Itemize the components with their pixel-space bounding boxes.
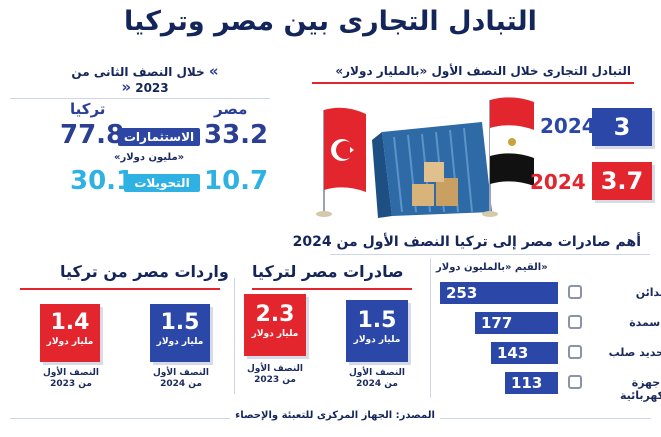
turkey-label: تركيا: [70, 100, 106, 118]
exports-2023-caption: النصف الأول من 2023: [246, 364, 304, 385]
divider: [20, 288, 220, 290]
egypt-label: مصر: [214, 100, 248, 118]
steel-icon: [568, 345, 582, 359]
turkey-investments-value: 77.8: [60, 120, 125, 150]
exports-2024-box: 1.5 مليار دولار: [346, 300, 408, 362]
exports-bar: 177: [475, 312, 558, 334]
imports-2024-unit: مليار دولار: [156, 337, 204, 347]
exports-2024-caption: النصف الأول من 2024: [348, 368, 406, 389]
trade-year-2023: 2024: [530, 170, 586, 194]
turkey-remittances-value: 30.1: [70, 166, 135, 196]
exports-bar-label: لدائن: [635, 286, 661, 299]
egypt-investments-value: 33.2: [204, 120, 269, 150]
exports-2023-box: 2.3 مليار دولار: [244, 294, 306, 356]
plastic-icon: [568, 285, 582, 299]
page-title: التبادل التجارى بين مصر وتركيا: [124, 6, 537, 37]
exports-bars-unit: القيم «بالمليون دولار»: [436, 262, 548, 273]
unit-label: «مليون دولار»: [114, 152, 185, 163]
divider: [430, 258, 431, 398]
exports-bar-chart: 253 لدائن 177 أسمدة 143 حديد صلب 113 أجهزة كهرب…: [0, 280, 661, 402]
exports-2024-unit: مليار دولار: [353, 335, 401, 345]
exports-bars-heading: أهم صادرات مصر إلى تركيا النصف الأول من …: [292, 234, 641, 250]
imports-2024-caption: النصف الأول من 2024: [152, 368, 210, 389]
remittances-pill: التحويلات: [124, 174, 200, 192]
egypt-flag-icon: [482, 97, 534, 217]
exports-2024-value: 1.5: [357, 308, 397, 333]
divider: [312, 82, 634, 84]
imports-heading: واردات مصر من تركيا: [60, 262, 229, 281]
h2023-heading: » خلال النصف الثانى من 2023 «: [60, 64, 230, 96]
trade-h1-heading: التبادل التجارى خلال النصف الأول «بالملي…: [335, 64, 631, 78]
appliance-icon: [568, 375, 582, 389]
quote-mark-icon: «: [121, 78, 132, 96]
imports-2023-box: 1.4 مليار دولار: [40, 304, 100, 362]
investments-pill: الاستثمارات: [118, 128, 200, 146]
exports-bar-label: أسمدة: [629, 316, 661, 329]
fertilizer-icon: [568, 315, 582, 329]
container-icon: [372, 122, 492, 218]
trade-value-box: 3: [592, 108, 652, 146]
imports-2023-caption: النصف الأول من 2023: [42, 368, 100, 389]
imports-2024-value: 1.5: [160, 310, 200, 335]
egypt-remittances-value: 10.7: [204, 166, 269, 196]
exports-bar: 143: [491, 342, 558, 364]
trade-year-2024: 2024: [540, 114, 596, 138]
exports-bar-label: أجهزة كهربائية: [619, 376, 661, 402]
flags-container-illustration: [316, 97, 534, 218]
exports-2023-value: 2.3: [255, 302, 295, 327]
imports-2023-unit: مليار دولار: [46, 337, 94, 347]
divider: [252, 288, 412, 290]
quote-mark-icon: »: [208, 62, 219, 80]
imports-2024-box: 1.5 مليار دولار: [150, 304, 210, 362]
h2023-heading-text: خلال النصف الثانى من 2023: [71, 65, 205, 95]
exports-bar-label: حديد صلب: [608, 346, 661, 359]
exports-bar: 113: [505, 372, 558, 394]
divider: [10, 98, 270, 99]
source-text: المصدر: الجهاز المركزى للتعبئة والإحصاء: [230, 410, 440, 421]
trade-value-box: 3.7: [592, 162, 652, 200]
divider: [234, 278, 235, 394]
imports-2023-value: 1.4: [50, 310, 90, 335]
exports-heading: صادرات مصر لتركيا: [252, 262, 404, 281]
turkey-flag-icon: [316, 107, 366, 217]
exports-bar: 253: [440, 282, 558, 304]
exports-2023-unit: مليار دولار: [251, 329, 299, 339]
divider: [330, 254, 650, 255]
